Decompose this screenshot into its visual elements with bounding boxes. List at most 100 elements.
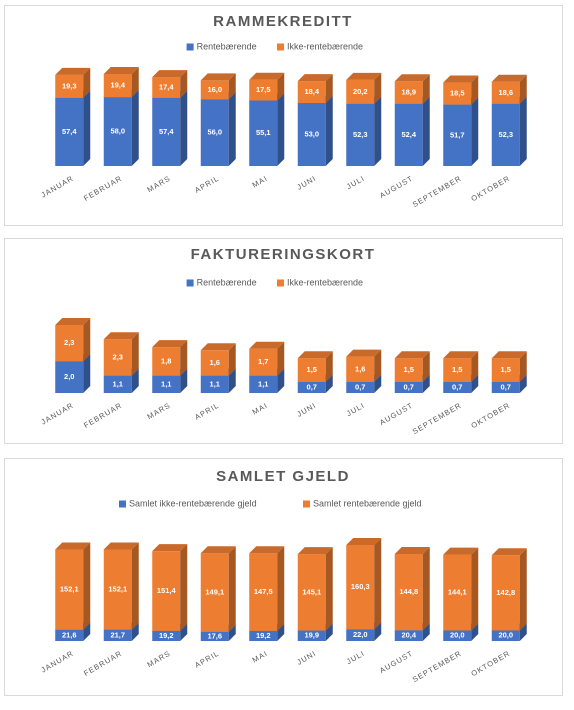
bar-front	[491, 103, 520, 166]
bar-side	[83, 318, 91, 362]
bar-segment	[443, 75, 479, 105]
bar-top	[55, 67, 91, 75]
bar-front	[200, 631, 229, 641]
value-label: 18,4	[304, 87, 319, 96]
bar-top	[346, 349, 382, 357]
bar-segment	[297, 547, 333, 631]
bar-front	[103, 97, 132, 166]
value-label: 19,3	[62, 81, 77, 90]
bar-front	[200, 99, 229, 166]
bar-side	[180, 368, 188, 393]
value-label: 57,4	[159, 127, 174, 136]
bar-front	[491, 358, 520, 382]
value-label: 17,6	[207, 631, 222, 640]
bar-side	[374, 72, 382, 104]
bar-front	[55, 74, 84, 98]
bar-segment	[394, 351, 430, 382]
bar-front	[55, 549, 84, 630]
bar-side	[83, 354, 91, 393]
bar-segment	[443, 547, 479, 631]
bar-top	[200, 73, 236, 81]
bar-front	[297, 630, 326, 641]
bar-side	[422, 374, 430, 393]
bar-side	[228, 92, 236, 166]
legend-label: Samlet rentebærende gjeld	[313, 498, 422, 508]
value-label: 0,7	[307, 382, 317, 391]
bar-side	[374, 349, 382, 382]
bar-top	[491, 74, 527, 82]
bar-front	[200, 375, 229, 393]
legend-swatch	[119, 500, 126, 508]
bar-front	[297, 103, 326, 166]
value-label: 52,4	[401, 130, 416, 139]
value-label: 151,4	[157, 586, 177, 595]
bar-side	[471, 97, 479, 166]
bar-top	[55, 318, 91, 325]
legend-label: Samlet ikke-rentebærende gjeld	[129, 498, 257, 508]
bar-side	[519, 351, 527, 382]
value-label: 18,9	[401, 87, 416, 96]
value-label: 57,4	[62, 127, 77, 136]
value-label: 152,1	[60, 585, 79, 594]
bar-side	[519, 96, 527, 166]
bar-front	[346, 629, 375, 641]
value-label: 19,2	[256, 631, 271, 640]
legend-swatch	[186, 43, 194, 51]
value-label: 18,6	[498, 88, 513, 97]
value-label: 21,6	[62, 630, 77, 639]
value-label: 1,1	[258, 379, 268, 388]
value-label: 0,7	[355, 382, 365, 391]
bar-top	[200, 343, 236, 351]
legend-label: Ikke-rentebærende	[287, 41, 363, 51]
bar-front	[103, 375, 132, 393]
chart-panel: SAMLET GJELD Samlet ikke-rentebærende gje…	[4, 458, 563, 696]
bar-front	[103, 549, 132, 630]
bar-side	[131, 622, 139, 641]
value-label: 1,5	[501, 365, 511, 374]
bar-front	[249, 553, 278, 631]
bar-side	[131, 332, 139, 376]
bar-front	[152, 551, 181, 631]
bar-front	[200, 80, 229, 100]
bar-segment	[152, 544, 188, 631]
bar-front	[297, 554, 326, 631]
bar-side	[131, 90, 139, 166]
bar-segment	[297, 74, 333, 104]
bar-side	[519, 548, 527, 631]
value-label: 18,5	[450, 89, 465, 98]
value-label: 20,2	[353, 87, 368, 96]
bar-side	[325, 623, 333, 641]
value-label: 160,3	[351, 582, 370, 591]
bar-front	[152, 97, 181, 166]
bar-segment	[103, 67, 139, 98]
bar-side	[519, 74, 527, 104]
value-label: 21,7	[110, 630, 125, 639]
value-label: 1,6	[210, 358, 220, 367]
bar-segment	[491, 548, 527, 631]
bar-front	[103, 629, 132, 641]
bar-top	[443, 547, 479, 555]
chart-title: SAMLET GJELD	[216, 468, 350, 485]
bar-segment	[249, 546, 285, 631]
bar-top	[346, 538, 382, 545]
bar-front	[55, 97, 84, 166]
bar-top	[249, 72, 285, 80]
bar-side	[180, 544, 188, 631]
bar-top	[249, 341, 285, 349]
bar-segment	[152, 70, 188, 98]
bar-front	[443, 630, 472, 641]
bar-side	[422, 547, 430, 631]
bar-side	[277, 72, 285, 101]
bar-segment	[394, 74, 430, 104]
value-label: 1,1	[210, 379, 220, 388]
bar-top	[394, 547, 430, 555]
chart-title: FAKTURERINGSKORT	[191, 246, 376, 263]
bar-side	[519, 374, 527, 393]
bar-front	[152, 375, 181, 393]
bar-side	[325, 374, 333, 393]
bar-side	[471, 374, 479, 393]
value-label: 2,3	[64, 338, 74, 347]
bar-front	[394, 381, 423, 393]
bar-top	[152, 70, 188, 78]
